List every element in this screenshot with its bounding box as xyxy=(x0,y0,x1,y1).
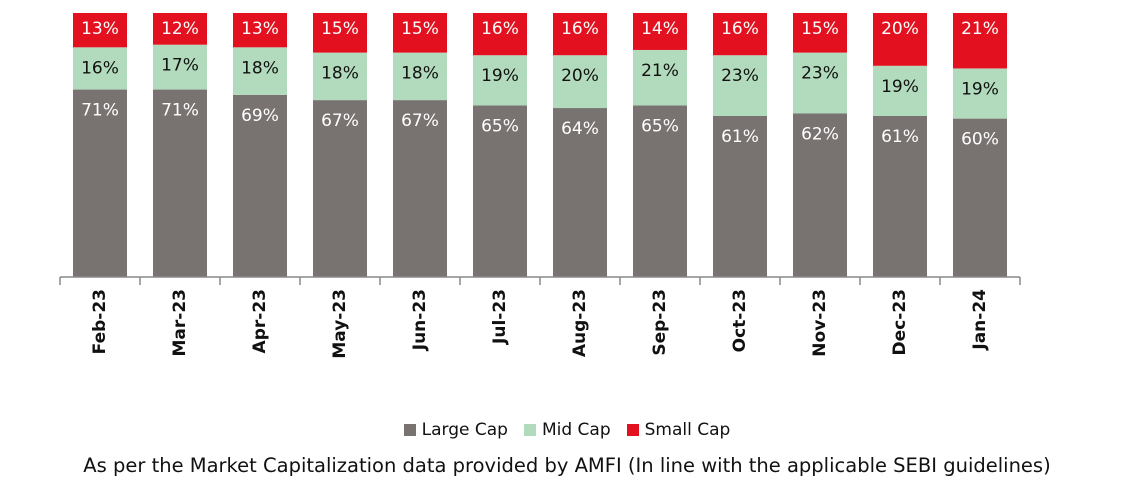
legend-swatch xyxy=(626,424,639,436)
bar-segment-large-cap xyxy=(873,115,927,278)
bar-segment-small-cap xyxy=(313,13,367,53)
bar-segment-small-cap xyxy=(873,13,927,66)
bar-segment-mid-cap xyxy=(553,55,607,109)
bar-segment-mid-cap xyxy=(393,52,447,101)
data-label: 61% xyxy=(881,127,919,147)
stacked-bar-chart: 71% 16% 13% 71% 17% 12% 69% 18% 13% 67% 18% 15% 67% 1… xyxy=(59,13,1021,359)
bar-segment-large-cap xyxy=(633,105,687,278)
x-tick-label: Oct-23 xyxy=(730,289,750,352)
data-label: 18% xyxy=(401,64,439,84)
data-label: 20% xyxy=(561,66,599,86)
legend-label: Small Cap xyxy=(644,420,731,440)
x-tick-label: Mar-23 xyxy=(170,289,190,357)
x-tick-label: Aug-23 xyxy=(570,289,590,357)
data-label: 17% xyxy=(161,56,199,76)
bar-segment-large-cap xyxy=(73,89,127,277)
data-label: 16% xyxy=(481,19,519,39)
chart-legend: Large Cap Mid Cap Small Cap xyxy=(0,416,1134,444)
data-label: 23% xyxy=(801,64,839,84)
data-label: 67% xyxy=(401,111,439,131)
data-label: 16% xyxy=(81,58,119,78)
bar-segment-large-cap xyxy=(553,108,607,277)
bar-segment-large-cap xyxy=(393,100,447,278)
legend-item-large-cap: Large Cap xyxy=(403,420,508,440)
bar-segment-mid-cap xyxy=(153,44,207,90)
bar-segment-large-cap xyxy=(953,118,1007,277)
legend-swatch xyxy=(523,424,536,436)
x-tick-label: Jul-23 xyxy=(490,289,510,345)
bar-segment-small-cap xyxy=(393,13,447,53)
data-label: 67% xyxy=(321,111,359,131)
bar-segment-large-cap xyxy=(153,89,207,277)
data-label: 65% xyxy=(481,116,519,136)
bar-segment-small-cap xyxy=(553,13,607,56)
x-tick-label: Jan-24 xyxy=(970,289,990,351)
data-label: 62% xyxy=(801,124,839,144)
legend-label: Large Cap xyxy=(421,420,508,440)
data-label: 19% xyxy=(481,66,519,86)
x-tick-label: May-23 xyxy=(330,289,350,359)
bar-segment-mid-cap xyxy=(73,47,127,90)
x-tick-label: Apr-23 xyxy=(250,289,270,353)
data-label: 71% xyxy=(161,101,199,121)
data-label: 15% xyxy=(801,19,839,39)
bar-segment-large-cap xyxy=(713,115,767,278)
bar-segment-mid-cap xyxy=(313,52,367,101)
bar-segment-mid-cap xyxy=(633,49,687,106)
bar-segment-small-cap xyxy=(793,13,847,53)
data-label: 18% xyxy=(241,58,279,78)
bar-segment-small-cap xyxy=(153,13,207,45)
data-label: 16% xyxy=(721,19,759,39)
data-label: 23% xyxy=(721,66,759,86)
bar-segment-small-cap xyxy=(713,13,767,56)
bar-segment-large-cap xyxy=(473,105,527,278)
data-label: 19% xyxy=(881,77,919,97)
bar-segment-mid-cap xyxy=(713,55,767,116)
data-label: 14% xyxy=(641,19,679,39)
legend-swatch xyxy=(403,424,416,436)
x-tick-label: Feb-23 xyxy=(90,289,110,354)
bar-segment-mid-cap xyxy=(473,55,527,106)
legend-label: Mid Cap xyxy=(541,420,611,440)
data-label: 20% xyxy=(881,19,919,39)
x-tick-label: Nov-23 xyxy=(810,289,830,357)
x-tick-label: Sep-23 xyxy=(650,289,670,356)
data-label: 60% xyxy=(961,130,999,150)
bar-segment-large-cap xyxy=(793,113,847,277)
bar-segment-small-cap xyxy=(633,13,687,50)
bar-segment-small-cap xyxy=(73,13,127,48)
data-label: 21% xyxy=(961,19,999,39)
bar-segment-large-cap xyxy=(313,100,367,278)
legend-item-mid-cap: Mid Cap xyxy=(523,420,611,440)
data-label: 18% xyxy=(321,64,359,84)
data-label: 21% xyxy=(641,61,679,81)
data-label: 15% xyxy=(321,19,359,39)
bar-segment-mid-cap xyxy=(873,65,927,116)
data-label: 16% xyxy=(561,19,599,39)
bar-segment-large-cap xyxy=(233,94,287,277)
source-caption: As per the Market Capitalization data pr… xyxy=(83,454,1051,477)
x-tick-label: Dec-23 xyxy=(890,289,910,355)
data-label: 15% xyxy=(401,19,439,39)
bar-segment-small-cap xyxy=(953,13,1007,69)
x-tick-label: Jun-23 xyxy=(410,289,430,351)
data-label: 13% xyxy=(241,19,279,39)
bar-segment-mid-cap xyxy=(953,68,1007,119)
data-label: 61% xyxy=(721,127,759,147)
data-label: 69% xyxy=(241,106,279,126)
data-label: 13% xyxy=(81,19,119,39)
bar-segment-mid-cap xyxy=(233,47,287,95)
data-label: 65% xyxy=(641,116,679,136)
bar-segment-small-cap xyxy=(233,13,287,48)
bar-segment-mid-cap xyxy=(793,52,847,114)
data-label: 71% xyxy=(81,101,119,121)
data-label: 12% xyxy=(161,19,199,39)
data-label: 64% xyxy=(561,119,599,139)
data-label: 19% xyxy=(961,79,999,99)
legend-item-small-cap: Small Cap xyxy=(626,420,731,440)
bar-segment-small-cap xyxy=(473,13,527,56)
